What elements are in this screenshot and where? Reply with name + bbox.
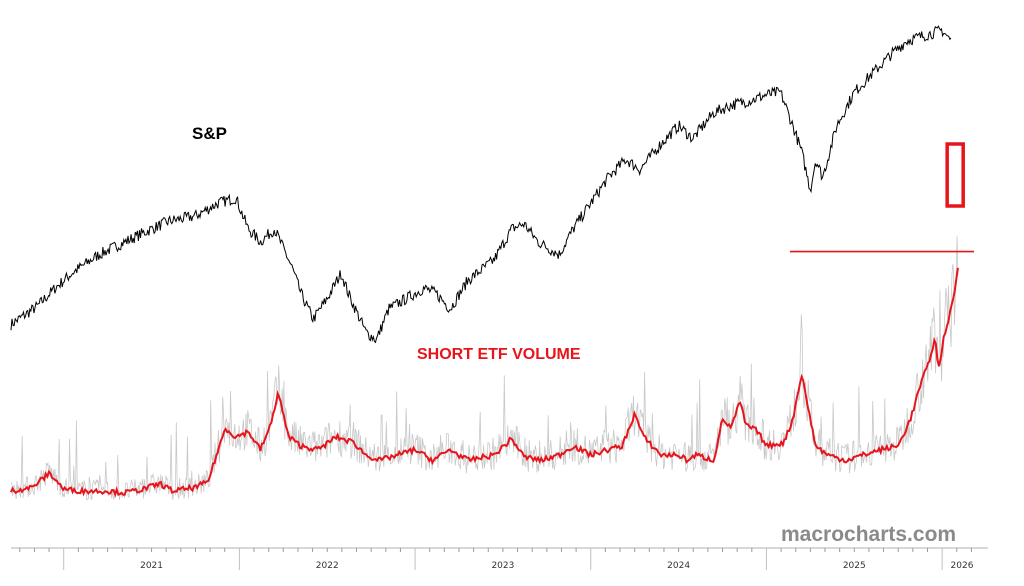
x-tick-label: 2026 [951, 561, 974, 571]
short-etf-volume-label: SHORT ETF VOLUME [417, 346, 581, 363]
highlight-box [945, 142, 965, 208]
annotations [790, 142, 974, 253]
sp-label: S&P [192, 124, 227, 143]
x-tick-label: 2024 [667, 561, 690, 571]
raw-volume-series [10, 236, 959, 501]
sp-line [10, 25, 952, 344]
x-tick-label: 2021 [140, 561, 163, 571]
sp-series [10, 25, 952, 344]
x-tick-label: 2023 [491, 561, 514, 571]
x-tick-label: 2025 [843, 561, 866, 571]
x-axis: 2021 2022 2023 2024 2025 2026 [11, 547, 988, 571]
raw-volume-line [10, 236, 959, 501]
x-tick-label: 2022 [316, 561, 339, 571]
short-etf-volume-line [10, 267, 959, 498]
short-etf-volume-series [10, 267, 959, 498]
watermark-text: macrocharts.com [781, 523, 956, 546]
